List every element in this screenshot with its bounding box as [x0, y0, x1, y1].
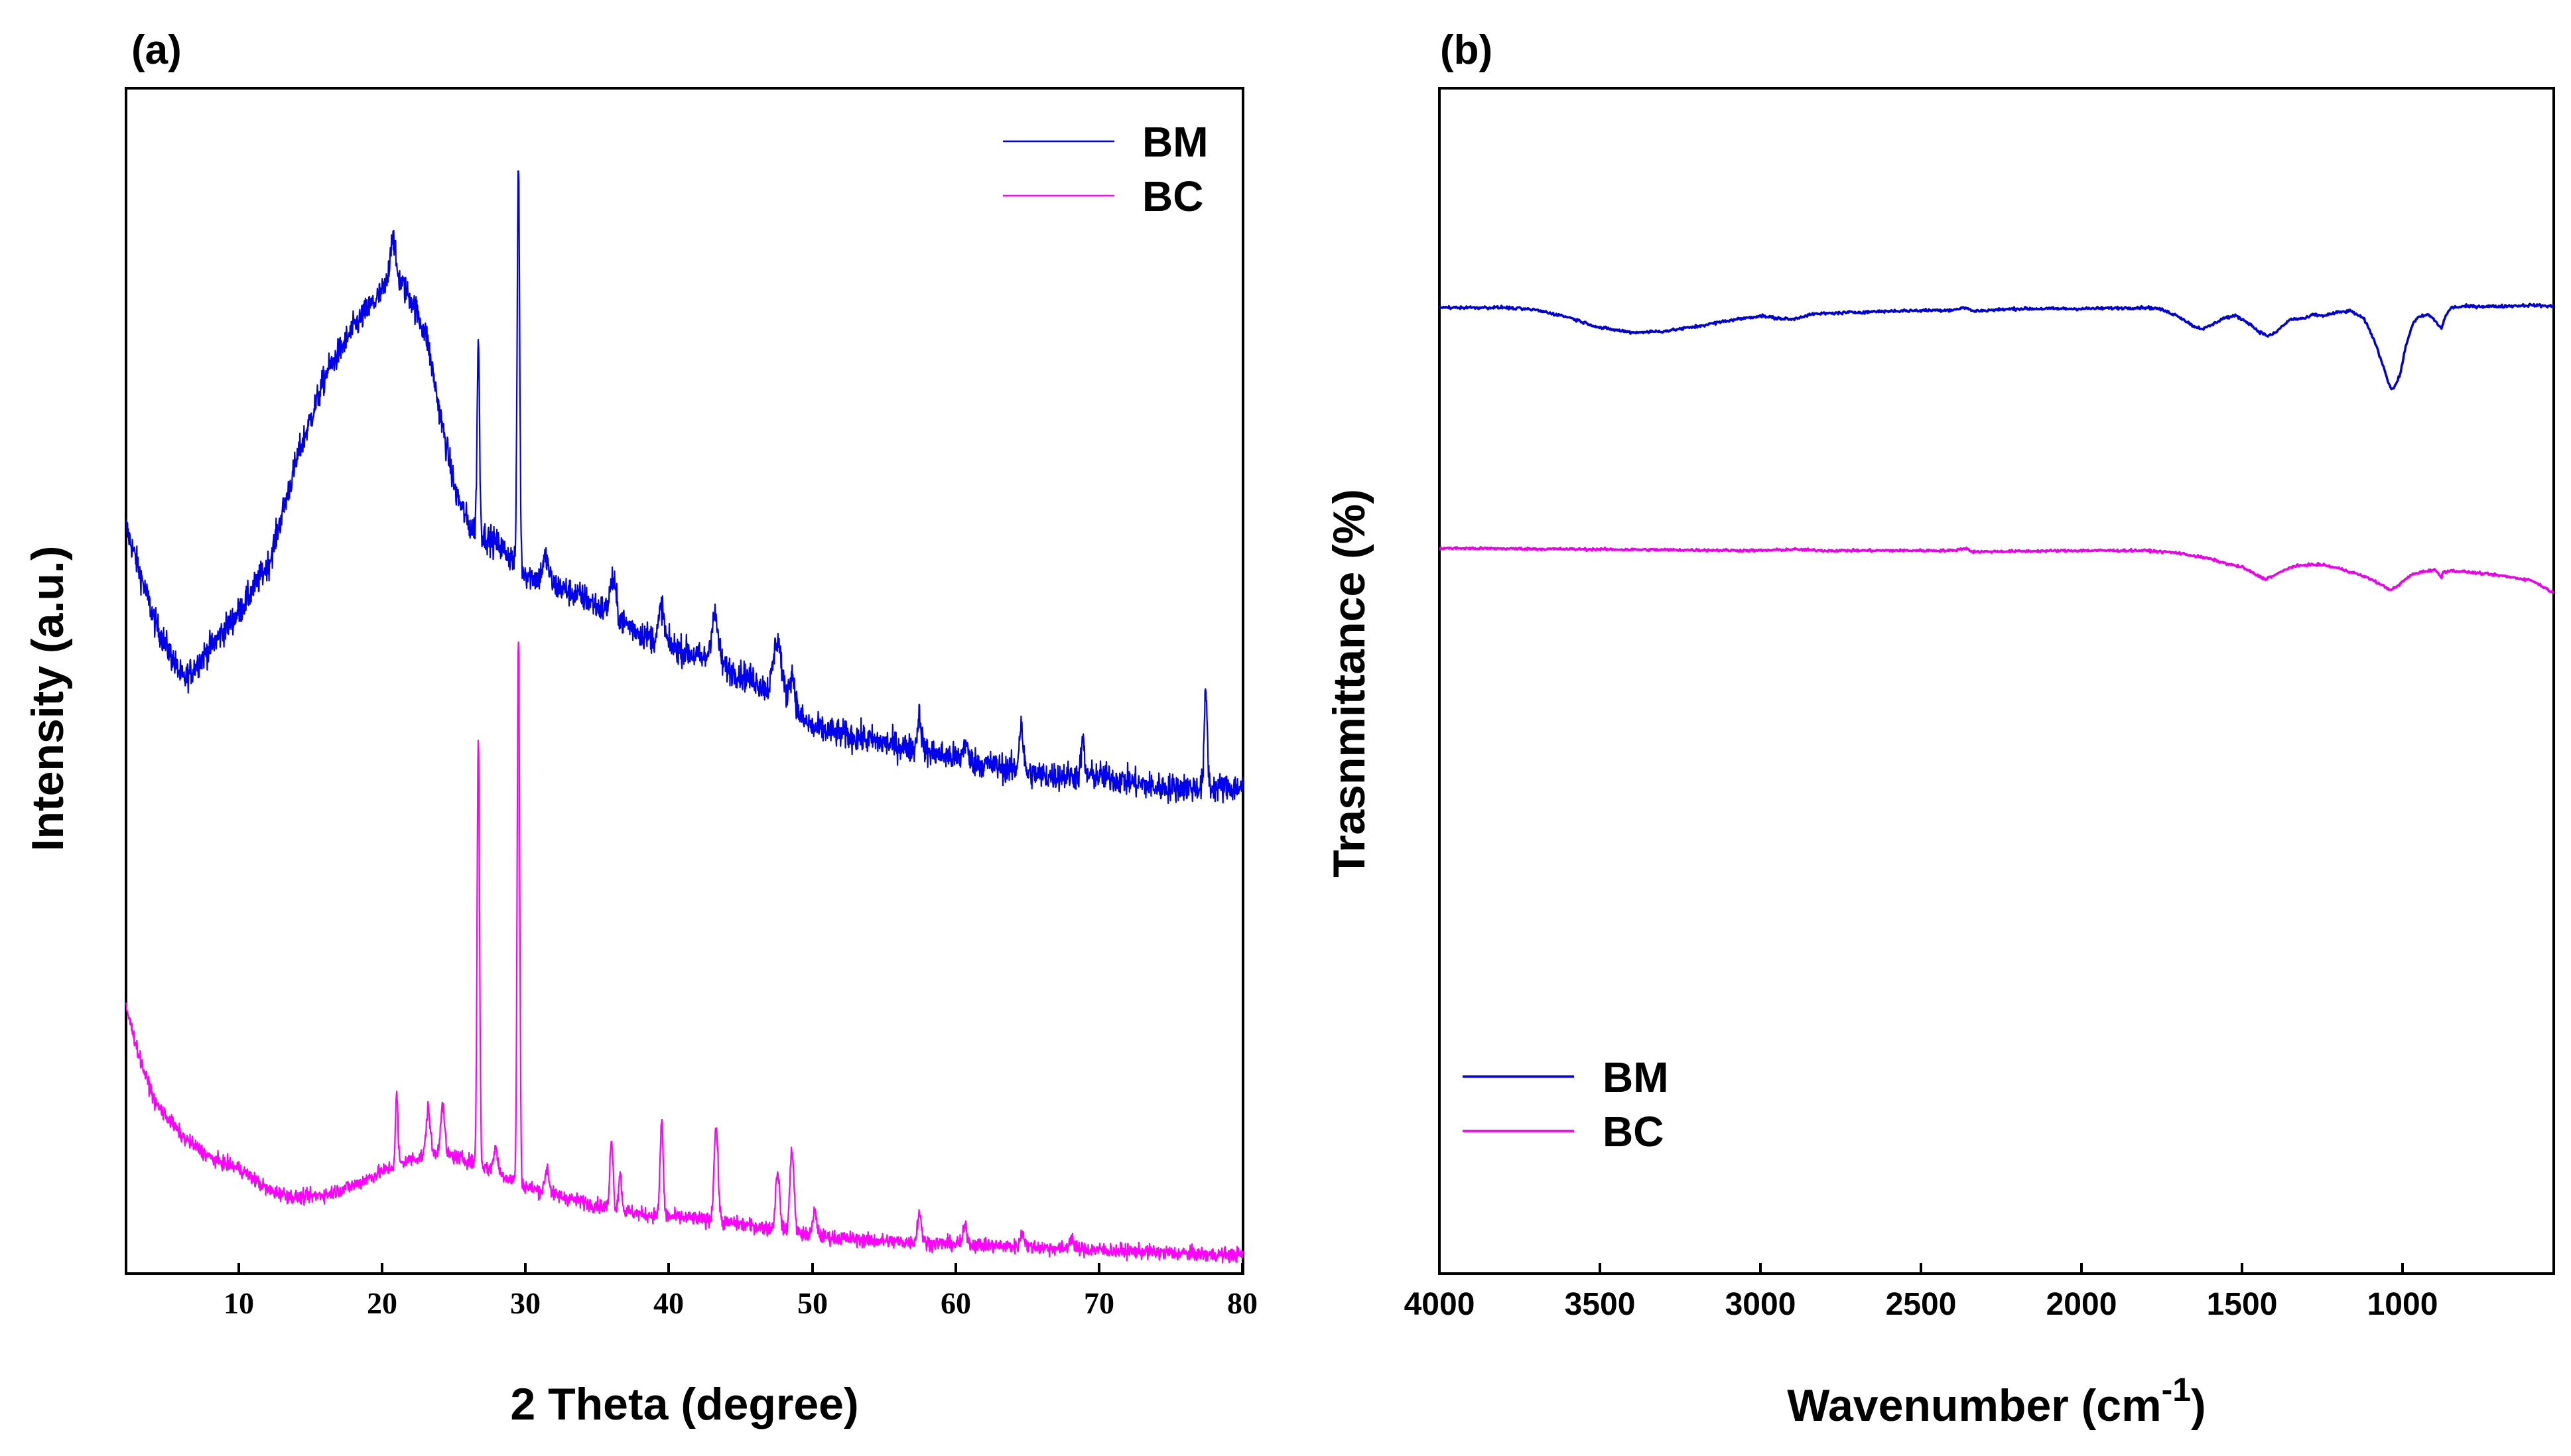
ftir-x-tick: 3500	[1565, 1263, 1636, 1322]
ftir-x-axis: 4000 3500 3000 2500 2000 1500 1000	[1404, 1263, 2438, 1322]
xrd-x-tick-label: 30	[510, 1286, 541, 1320]
ftir-x-tick: 4000	[1404, 1263, 1475, 1322]
ftir-x-tick-label: 4000	[1404, 1287, 1475, 1322]
xrd-legend: BM BC	[1003, 118, 1209, 220]
xrd-x-tick: 20	[367, 1263, 397, 1320]
ftir-x-axis-title: Wavenumber (cm-1)	[1787, 1371, 2206, 1431]
ftir-x-axis-title-superscript: -1	[2162, 1371, 2191, 1408]
xrd-bc-series-line	[125, 641, 1244, 1264]
ftir-x-tick-label: 2500	[1886, 1287, 1957, 1322]
panel-a-label: (a)	[131, 27, 182, 73]
xrd-x-tick: 80	[1227, 1263, 1258, 1320]
ftir-panel: (b) 4000 3500 3000 2500 2000 1500 1000 W…	[1324, 27, 2555, 1431]
ftir-legend-label-bm: BM	[1603, 1053, 1669, 1101]
ftir-x-tick-label: 3500	[1565, 1287, 1636, 1322]
xrd-x-tick: 50	[797, 1263, 828, 1320]
xrd-legend-entry-bc: BC	[1003, 172, 1203, 220]
xrd-x-tick: 30	[510, 1263, 541, 1320]
ftir-x-axis-title-main: Wavenumber (cm	[1787, 1380, 2161, 1431]
ftir-x-tick: 1000	[2367, 1263, 2438, 1322]
panel-b-label: (b)	[1440, 27, 1492, 73]
ftir-legend: BM BC	[1463, 1053, 1669, 1156]
xrd-x-tick: 10	[224, 1263, 254, 1320]
ftir-x-tick: 2500	[1886, 1263, 1957, 1322]
ftir-bc-series-line	[1439, 546, 2554, 594]
ftir-x-tick: 2000	[2046, 1263, 2117, 1322]
xrd-x-axis: 10 20 30 40 50 60 70 80	[224, 1263, 1258, 1320]
xrd-x-tick-label: 60	[941, 1286, 971, 1320]
xrd-plot-frame	[125, 87, 1244, 1275]
xrd-x-tick: 60	[941, 1263, 971, 1320]
ftir-x-tick-label: 1000	[2367, 1287, 2438, 1322]
ftir-x-tick-label: 1500	[2207, 1287, 2278, 1322]
ftir-x-tick: 1500	[2207, 1263, 2278, 1322]
ftir-plot-frame	[1438, 87, 2555, 1275]
xrd-legend-label-bm: BM	[1142, 118, 1209, 166]
xrd-legend-entry-bm: BM	[1003, 118, 1209, 166]
xrd-x-tick-label: 80	[1227, 1286, 1258, 1320]
xrd-y-axis-title: Intensity (a.u.)	[23, 546, 73, 852]
xrd-x-tick-label: 40	[653, 1286, 684, 1320]
ftir-y-axis-title: Trasnmittance (%)	[1324, 489, 1374, 878]
xrd-plot-area	[125, 170, 1244, 1264]
ftir-legend-label-bc: BC	[1603, 1108, 1664, 1156]
ftir-bm-series-line	[1438, 302, 2555, 391]
xrd-x-tick-label: 70	[1084, 1286, 1114, 1320]
ftir-legend-entry-bm: BM	[1463, 1053, 1669, 1101]
xrd-panel: (a) 10 20 30 40 50 60 70 80 2 Theta (deg…	[23, 27, 1258, 1429]
ftir-x-tick-label: 2000	[2046, 1287, 2117, 1322]
xrd-x-tick: 40	[653, 1263, 684, 1320]
xrd-x-tick-label: 50	[797, 1286, 828, 1320]
ftir-x-tick-label: 3000	[1725, 1287, 1796, 1322]
ftir-x-tick: 3000	[1725, 1263, 1796, 1322]
xrd-legend-label-bc: BC	[1142, 172, 1203, 220]
xrd-x-tick-label: 10	[224, 1286, 254, 1320]
xrd-bm-series-line	[125, 170, 1244, 805]
ftir-plot-area	[1438, 302, 2555, 594]
xrd-x-tick: 70	[1084, 1263, 1114, 1320]
xrd-x-tick-label: 20	[367, 1286, 397, 1320]
xrd-x-axis-title: 2 Theta (degree)	[510, 1379, 858, 1429]
ftir-x-axis-title-suffix: )	[2191, 1380, 2206, 1431]
ftir-legend-entry-bc: BC	[1463, 1108, 1664, 1156]
